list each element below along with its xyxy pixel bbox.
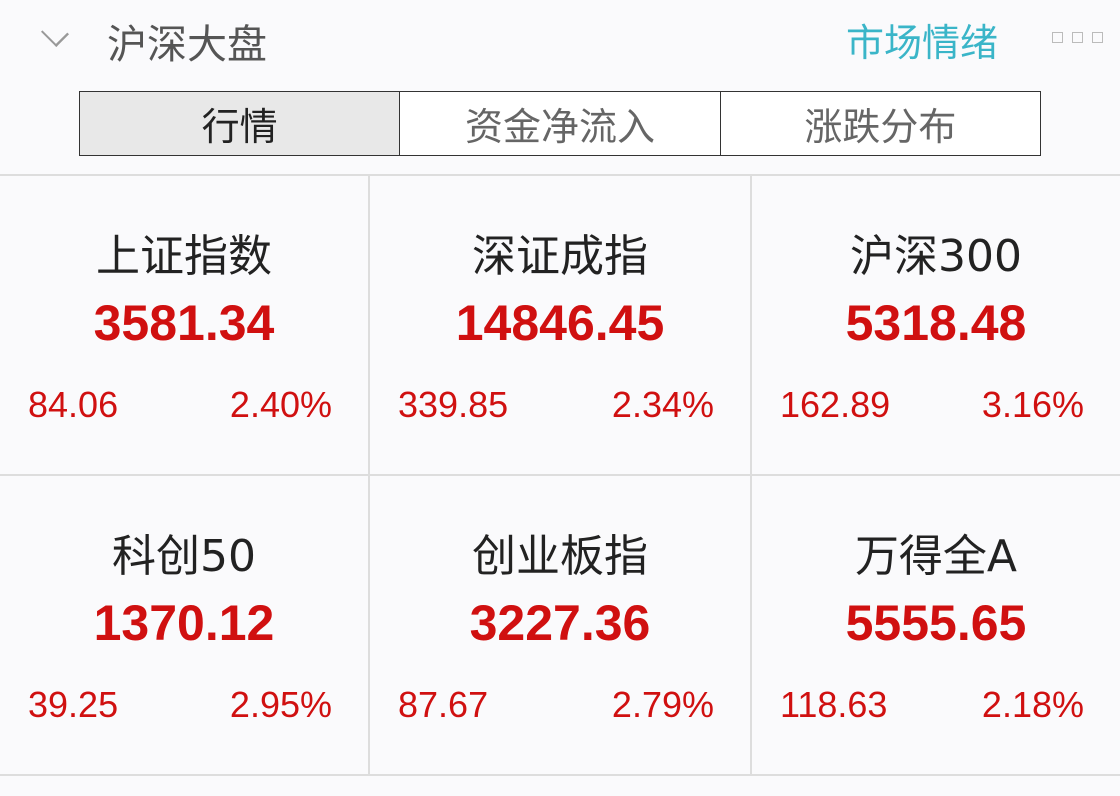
index-percent: 3.16% [981, 384, 1084, 425]
index-card[interactable]: 深证成指 14846.45 339.85 2.34% [370, 176, 752, 476]
index-name: 深证成指 [472, 231, 648, 282]
market-mood-link[interactable]: 市场情绪 [846, 21, 999, 65]
index-name: 万得全A [854, 531, 1018, 582]
tab-net-inflow[interactable]: 资金净流入 [400, 92, 721, 155]
index-card[interactable]: 创业板指 3227.36 87.67 2.79% [370, 476, 752, 776]
index-name: 创业板指 [472, 531, 648, 582]
index-value: 3227.36 [469, 595, 651, 651]
index-change: 162.89 [780, 384, 891, 425]
index-percent: 2.18% [981, 684, 1084, 725]
chevron-down-icon[interactable] [40, 18, 70, 48]
index-change: 118.63 [780, 684, 888, 725]
index-value: 5555.65 [845, 595, 1027, 651]
index-percent: 2.40% [229, 384, 332, 425]
header: 沪深大盘 市场情绪 [0, 0, 1120, 80]
index-change: 339.85 [398, 384, 509, 425]
index-card[interactable]: 万得全A 5555.65 118.63 2.18% [752, 476, 1120, 776]
index-name: 科创50 [112, 531, 256, 582]
watermark-icon [1052, 32, 1103, 43]
index-value: 1370.12 [93, 595, 275, 651]
index-card[interactable]: 上证指数 3581.34 84.06 2.40% [0, 176, 370, 476]
index-percent: 2.79% [611, 684, 714, 725]
index-grid: 上证指数 3581.34 84.06 2.40% 深证成指 14846.45 339.85 2… [0, 174, 1120, 776]
index-card[interactable]: 科创50 1370.12 39.25 2.95% [0, 476, 370, 776]
index-name: 沪深300 [850, 231, 1022, 282]
index-value: 3581.34 [93, 295, 275, 351]
index-change: 39.25 [28, 684, 119, 725]
index-value: 5318.48 [845, 295, 1027, 351]
index-change: 87.67 [398, 684, 489, 725]
tab-distribution[interactable]: 涨跌分布 [720, 92, 1040, 155]
tab-bar: 行情 资金净流入 涨跌分布 [79, 91, 1041, 156]
tab-quotes[interactable]: 行情 [80, 92, 401, 155]
index-card[interactable]: 沪深300 5318.48 162.89 3.16% [752, 176, 1120, 476]
index-name: 上证指数 [96, 231, 272, 282]
index-change: 84.06 [28, 384, 119, 425]
index-percent: 2.95% [229, 684, 332, 725]
index-percent: 2.34% [611, 384, 714, 425]
index-value: 14846.45 [455, 295, 665, 351]
section-title: 沪深大盘 [107, 22, 267, 68]
